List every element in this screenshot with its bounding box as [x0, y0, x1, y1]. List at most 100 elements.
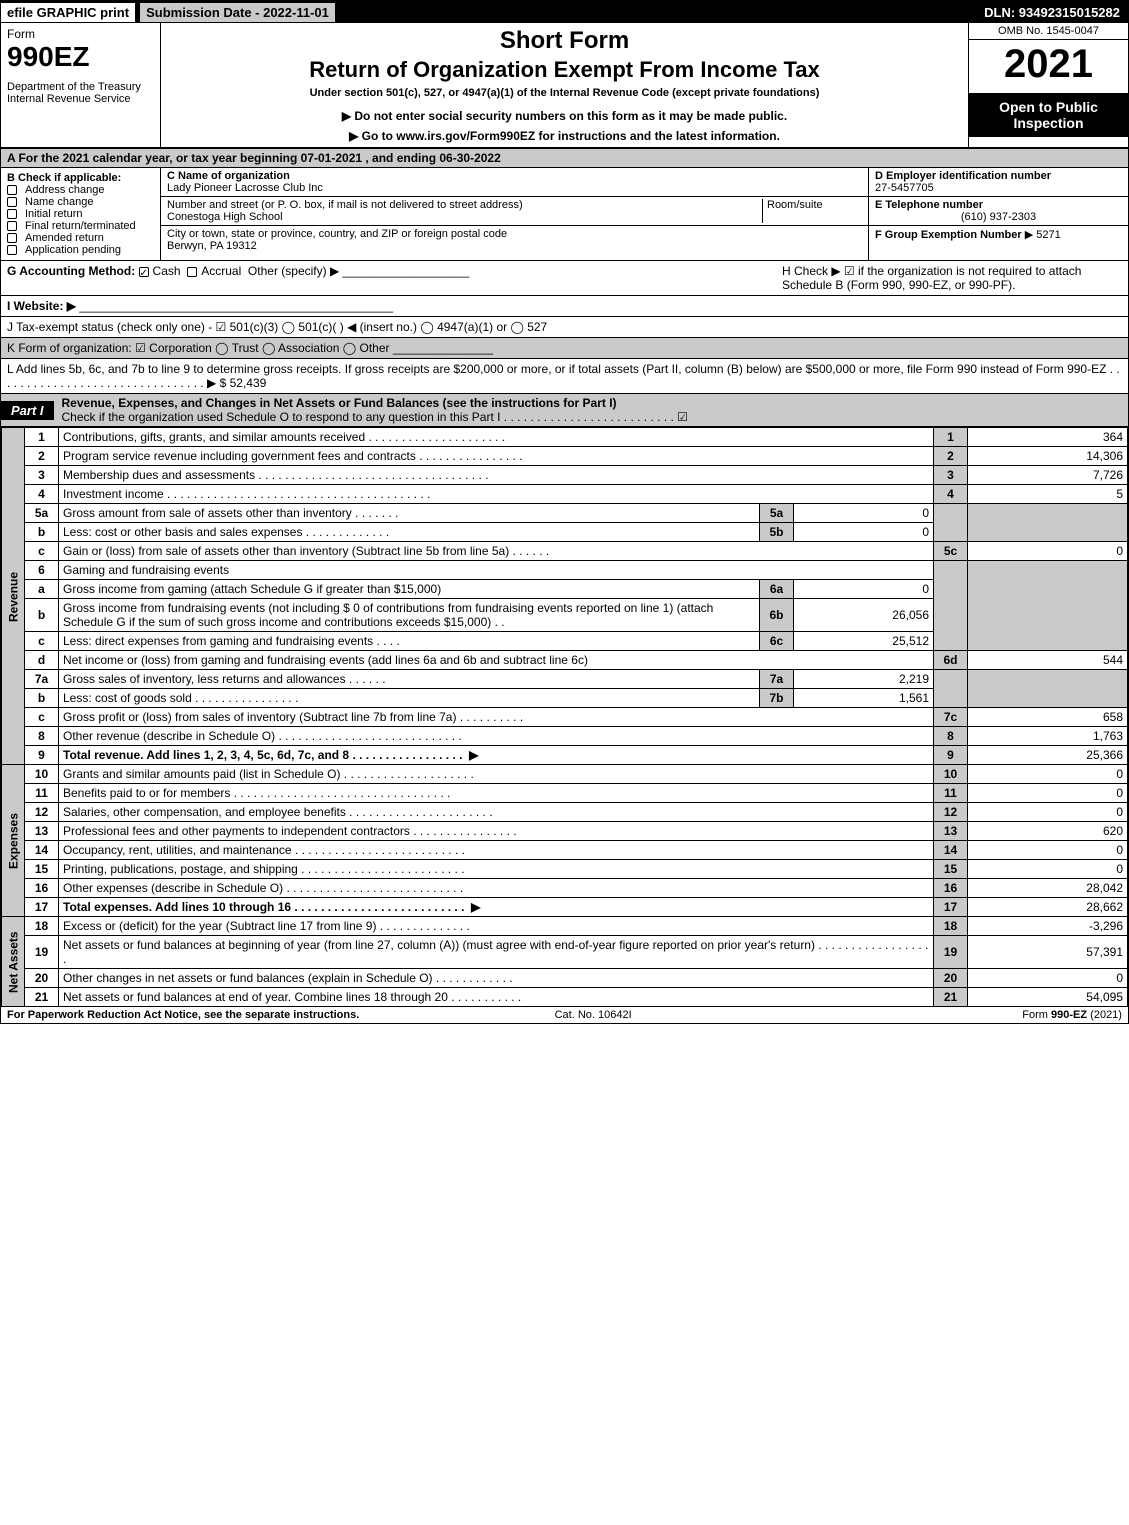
ln-6: 6: [25, 561, 59, 580]
cb-label: Initial return: [25, 208, 82, 220]
section-a: A For the 2021 calendar year, or tax yea…: [1, 149, 1128, 168]
sub-6b: 6b: [760, 599, 794, 632]
cb-initial-return[interactable]: Initial return: [7, 208, 154, 220]
open-to-public: Open to Public Inspection: [969, 93, 1128, 137]
lnno-18: 18: [934, 917, 968, 936]
phone-value: (610) 937-2303: [875, 211, 1122, 223]
shade-5ab: [934, 504, 968, 542]
cb-label: Address change: [25, 184, 105, 196]
desc-7c: Gross profit or (loss) from sales of inv…: [59, 708, 934, 727]
desc-3: Membership dues and assessments . . . . …: [59, 466, 934, 485]
efile-label: efile GRAPHIC print: [1, 3, 135, 22]
h-label: H Check ▶ ☑ if the organization is not r…: [782, 264, 1081, 292]
val-19: 57,391: [968, 936, 1128, 969]
col-c-org: C Name of organization Lady Pioneer Lacr…: [161, 168, 868, 260]
val-13: 620: [968, 822, 1128, 841]
val-7c: 658: [968, 708, 1128, 727]
form-header: Form 990EZ Department of the Treasury In…: [1, 23, 1128, 149]
cb-name-change[interactable]: Name change: [7, 196, 154, 208]
form-number: 990EZ: [7, 41, 154, 73]
desc-5a: Gross amount from sale of assets other t…: [59, 504, 760, 523]
shadeval-5ab: [968, 504, 1128, 542]
cb-amended-return[interactable]: Amended return: [7, 232, 154, 244]
desc-17: Total expenses. Add lines 10 through 16 …: [59, 898, 934, 917]
val-3: 7,726: [968, 466, 1128, 485]
cb-cash[interactable]: [139, 267, 149, 277]
desc-5b: Less: cost or other basis and sales expe…: [59, 523, 760, 542]
k-label: K Form of organization: ☑ Corporation ◯ …: [7, 341, 390, 355]
desc-6a: Gross income from gaming (attach Schedul…: [59, 580, 760, 599]
desc-6d: Net income or (loss) from gaming and fun…: [59, 651, 934, 670]
ln-6d: d: [25, 651, 59, 670]
cb-application-pending[interactable]: Application pending: [7, 244, 154, 256]
desc-10: Grants and similar amounts paid (list in…: [59, 765, 934, 784]
val-5c: 0: [968, 542, 1128, 561]
val-12: 0: [968, 803, 1128, 822]
dln: DLN: 93492315015282: [984, 5, 1128, 20]
sub-6c: 6c: [760, 632, 794, 651]
org-city-row: City or town, state or province, country…: [161, 226, 868, 254]
f-value: ▶ 5271: [1025, 229, 1061, 241]
desc-8: Other revenue (describe in Schedule O) .…: [59, 727, 934, 746]
c-city-label: City or town, state or province, country…: [167, 228, 507, 240]
lnno-9: 9: [934, 746, 968, 765]
desc-6b: Gross income from fundraising events (no…: [59, 599, 760, 632]
sub-5a: 5a: [760, 504, 794, 523]
shade-6: [934, 561, 968, 651]
subval-7b: 1,561: [794, 689, 934, 708]
subval-5a: 0: [794, 504, 934, 523]
shadeval-7ab: [968, 670, 1128, 708]
desc-14: Occupancy, rent, utilities, and maintena…: [59, 841, 934, 860]
cb-accrual[interactable]: [187, 267, 197, 277]
ln-11: 11: [25, 784, 59, 803]
ln-8: 8: [25, 727, 59, 746]
ln-19: 19: [25, 936, 59, 969]
department: Department of the Treasury Internal Reve…: [7, 81, 154, 105]
val-4: 5: [968, 485, 1128, 504]
lnno-15: 15: [934, 860, 968, 879]
ln-6a: a: [25, 580, 59, 599]
ln-14: 14: [25, 841, 59, 860]
under-section: Under section 501(c), 527, or 4947(a)(1)…: [167, 87, 962, 99]
lines-table: Revenue 1 Contributions, gifts, grants, …: [1, 427, 1128, 1007]
org-name: Lady Pioneer Lacrosse Club Inc: [167, 182, 323, 194]
row-i: I Website: ▶ ___________________________…: [1, 296, 1128, 317]
desc-5c: Gain or (loss) from sale of assets other…: [59, 542, 934, 561]
goto-link[interactable]: ▶ Go to www.irs.gov/Form990EZ for instru…: [167, 129, 962, 143]
block-bcdef: B Check if applicable: Address change Na…: [1, 168, 1128, 261]
ln-20: 20: [25, 969, 59, 988]
cb-address-change[interactable]: Address change: [7, 184, 154, 196]
desc-4: Investment income . . . . . . . . . . . …: [59, 485, 934, 504]
desc-9: Total revenue. Add lines 1, 2, 3, 4, 5c,…: [59, 746, 934, 765]
l-label: L Add lines 5b, 6c, and 7b to line 9 to …: [7, 362, 1120, 390]
lnno-10: 10: [934, 765, 968, 784]
ein-value: 27-5457705: [875, 182, 934, 194]
footer-mid: Cat. No. 10642I: [555, 1009, 632, 1021]
val-16: 28,042: [968, 879, 1128, 898]
val-15: 0: [968, 860, 1128, 879]
desc-6c: Less: direct expenses from gaming and fu…: [59, 632, 760, 651]
val-14: 0: [968, 841, 1128, 860]
desc-7a: Gross sales of inventory, less returns a…: [59, 670, 760, 689]
e-phone-row: E Telephone number (610) 937-2303: [869, 197, 1128, 226]
desc-18: Excess or (deficit) for the year (Subtra…: [59, 917, 934, 936]
ln-7b: b: [25, 689, 59, 708]
i-label: I Website: ▶: [7, 299, 76, 313]
ln-10: 10: [25, 765, 59, 784]
c-name-label: C Name of organization: [167, 170, 290, 182]
b-label: B Check if applicable:: [7, 172, 154, 184]
lnno-3: 3: [934, 466, 968, 485]
subval-7a: 2,219: [794, 670, 934, 689]
sub-6a: 6a: [760, 580, 794, 599]
subval-5b: 0: [794, 523, 934, 542]
desc-2: Program service revenue including govern…: [59, 447, 934, 466]
cb-final-return[interactable]: Final return/terminated: [7, 220, 154, 232]
sub-7b: 7b: [760, 689, 794, 708]
footer-right: Form Form 990-EZ (2021)990-EZ (2021): [1022, 1009, 1122, 1021]
desc-6: Gaming and fundraising events: [59, 561, 934, 580]
d-ein-row: D Employer identification number 27-5457…: [869, 168, 1128, 197]
footer-left: For Paperwork Reduction Act Notice, see …: [7, 1009, 359, 1021]
ln-17: 17: [25, 898, 59, 917]
cash-label: Cash: [153, 264, 181, 278]
org-name-row: C Name of organization Lady Pioneer Lacr…: [161, 168, 868, 197]
